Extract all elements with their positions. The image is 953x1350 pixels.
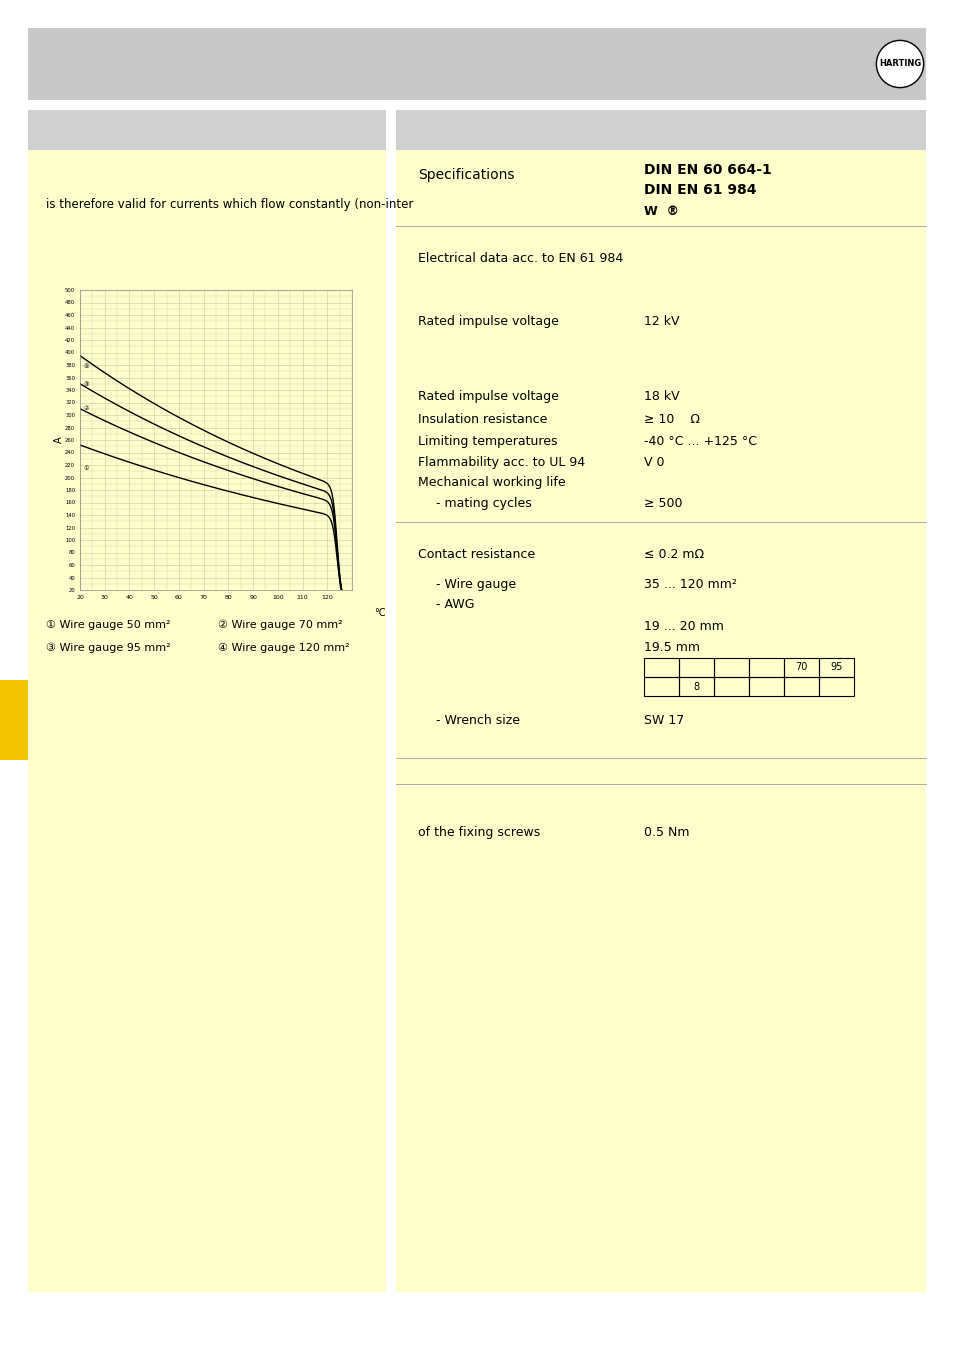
Text: - AWG: - AWG <box>436 598 474 612</box>
Bar <box>28 28 925 100</box>
Bar <box>0 680 28 760</box>
Text: 0.5 Nm: 0.5 Nm <box>643 826 689 838</box>
Text: ③: ③ <box>84 382 90 387</box>
Text: 19.5 mm: 19.5 mm <box>643 641 700 653</box>
Text: is therefore valid for currents which flow constantly (non-inter: is therefore valid for currents which fl… <box>46 198 413 211</box>
Bar <box>395 150 925 1292</box>
Text: 18 kV: 18 kV <box>643 390 679 404</box>
Text: ① Wire gauge 50 mm²: ① Wire gauge 50 mm² <box>46 620 171 630</box>
Text: ③ Wire gauge 95 mm²: ③ Wire gauge 95 mm² <box>46 643 171 653</box>
Bar <box>818 676 853 697</box>
Text: Rated impulse voltage: Rated impulse voltage <box>417 315 558 328</box>
Text: Contact resistance: Contact resistance <box>417 548 535 562</box>
Text: Mechanical working life: Mechanical working life <box>417 477 565 489</box>
Text: DIN EN 60 664-1: DIN EN 60 664-1 <box>643 163 771 177</box>
Bar <box>783 657 818 676</box>
Text: Limiting temperatures: Limiting temperatures <box>417 435 557 448</box>
Text: ② Wire gauge 70 mm²: ② Wire gauge 70 mm² <box>218 620 342 630</box>
Y-axis label: A: A <box>53 436 64 443</box>
Text: Flammability acc. to UL 94: Flammability acc. to UL 94 <box>417 456 584 468</box>
Text: HARTING: HARTING <box>878 59 921 69</box>
Bar <box>748 676 783 697</box>
Bar <box>713 676 748 697</box>
Text: DIN EN 61 984: DIN EN 61 984 <box>643 184 756 197</box>
Text: ④ Wire gauge 120 mm²: ④ Wire gauge 120 mm² <box>218 643 349 653</box>
Bar <box>28 109 386 150</box>
Text: 70: 70 <box>795 663 807 672</box>
Text: Rated impulse voltage: Rated impulse voltage <box>417 390 558 404</box>
Text: 8: 8 <box>693 682 699 691</box>
Text: SW 17: SW 17 <box>643 714 683 728</box>
Bar <box>748 657 783 676</box>
Text: - mating cycles: - mating cycles <box>436 497 531 510</box>
Bar <box>783 676 818 697</box>
Text: 35 ... 120 mm²: 35 ... 120 mm² <box>643 578 736 591</box>
Bar <box>713 657 748 676</box>
Text: °C: °C <box>374 608 385 618</box>
Bar <box>679 676 713 697</box>
Text: 19 ... 20 mm: 19 ... 20 mm <box>643 620 723 633</box>
Bar <box>679 657 713 676</box>
Text: Electrical data acc. to EN 61 984: Electrical data acc. to EN 61 984 <box>417 252 622 265</box>
Text: - Wire gauge: - Wire gauge <box>436 578 516 591</box>
Bar <box>28 150 386 1292</box>
Bar <box>395 109 925 150</box>
Text: ≥ 10    Ω: ≥ 10 Ω <box>643 413 700 427</box>
Text: W  ®: W ® <box>643 205 679 217</box>
Text: ④: ④ <box>84 363 90 369</box>
Bar <box>643 676 679 697</box>
Text: Insulation resistance: Insulation resistance <box>417 413 547 427</box>
Text: of the fixing screws: of the fixing screws <box>417 826 539 838</box>
Text: ≥ 500: ≥ 500 <box>643 497 681 510</box>
Text: -40 °C ... +125 °C: -40 °C ... +125 °C <box>643 435 757 448</box>
Text: ≤ 0.2 mΩ: ≤ 0.2 mΩ <box>643 548 703 562</box>
Text: 12 kV: 12 kV <box>643 315 679 328</box>
Text: ②: ② <box>84 406 90 412</box>
Bar <box>818 657 853 676</box>
Bar <box>643 657 679 676</box>
Text: Specifications: Specifications <box>417 167 514 182</box>
Text: - Wrench size: - Wrench size <box>436 714 519 728</box>
Text: ①: ① <box>84 466 90 471</box>
Text: V 0: V 0 <box>643 456 664 468</box>
Text: 95: 95 <box>829 663 841 672</box>
